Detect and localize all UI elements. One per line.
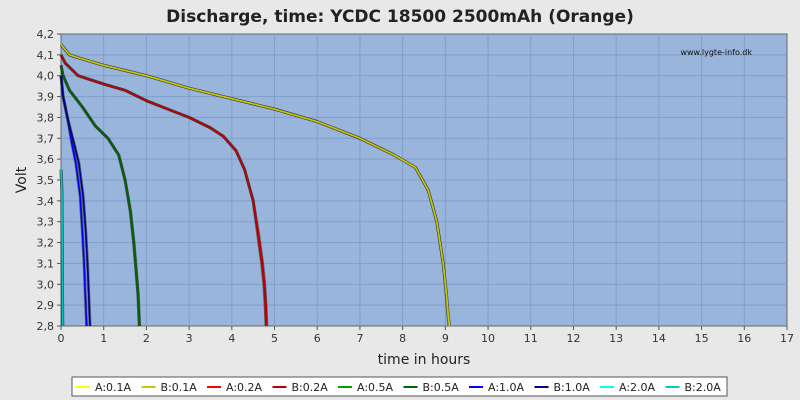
x-tick-label: 0 bbox=[58, 332, 65, 345]
legend-label: A:2.0A bbox=[619, 381, 656, 394]
grid-lines bbox=[61, 34, 787, 326]
y-tick-label: 3,9 bbox=[37, 91, 55, 104]
y-tick-label: 4,0 bbox=[37, 70, 55, 83]
x-tick-label: 3 bbox=[186, 332, 193, 345]
x-tick-label: 11 bbox=[524, 332, 538, 345]
x-tick-label: 16 bbox=[737, 332, 751, 345]
x-tick-label: 8 bbox=[399, 332, 406, 345]
x-tick-label: 17 bbox=[780, 332, 794, 345]
legend-label: A:0.2A bbox=[226, 381, 263, 394]
x-tick-label: 2 bbox=[143, 332, 150, 345]
x-tick-label: 15 bbox=[695, 332, 709, 345]
legend-label: A:0.5A bbox=[357, 381, 394, 394]
y-tick-label: 4,2 bbox=[37, 28, 55, 41]
x-tick-label: 9 bbox=[442, 332, 449, 345]
series-line-b-0-2a bbox=[60, 54, 268, 327]
series-line-b-0-5a bbox=[60, 65, 141, 327]
x-tick-label: 1 bbox=[100, 332, 107, 345]
x-tick-label: 5 bbox=[271, 332, 278, 345]
y-tick-label: 4,1 bbox=[37, 49, 55, 62]
y-tick-label: 3,7 bbox=[37, 132, 55, 145]
series-line-b-2-0a bbox=[60, 169, 64, 327]
y-tick-label: 3,3 bbox=[37, 216, 55, 229]
y-tick-label: 3,4 bbox=[37, 195, 55, 208]
chart-title: Discharge, time: YCDC 18500 2500mAh (Ora… bbox=[166, 7, 634, 27]
legend: A:0.1A B:0.1A A:0.2A B:0.2A A:0.5A B:0.5A A:1.… bbox=[76, 381, 721, 394]
y-axis-label: Volt bbox=[14, 166, 30, 193]
x-tick-label: 6 bbox=[314, 332, 321, 345]
y-tick-label: 3,2 bbox=[37, 237, 55, 250]
x-tick-label: 4 bbox=[228, 332, 235, 345]
legend-label: B:0.5A bbox=[423, 381, 460, 394]
x-tick-label: 7 bbox=[356, 332, 363, 345]
x-tick-label: 14 bbox=[652, 332, 666, 345]
x-tick-label: 10 bbox=[481, 332, 495, 345]
y-tick-label: 3,5 bbox=[37, 174, 55, 187]
y-tick-label: 3,6 bbox=[37, 153, 55, 166]
y-tick-label: 3,8 bbox=[37, 111, 55, 124]
y-axis-ticks: 2,8 2,9 3,0 3,1 3,2 3,3 3,4 3,5 3,6 3,7 3,8 3,9 4,0 4… bbox=[37, 28, 61, 333]
series-line-b-1-0a bbox=[60, 75, 91, 327]
watermark: www.lygte-info.dk bbox=[680, 48, 752, 57]
legend-label: B:0.2A bbox=[292, 381, 329, 394]
legend-box bbox=[71, 376, 728, 397]
x-axis-label: time in hours bbox=[378, 352, 471, 368]
y-tick-label: 3,0 bbox=[37, 278, 55, 291]
series-lines bbox=[59, 43, 452, 327]
y-tick-label: 2,9 bbox=[37, 299, 55, 312]
y-tick-label: 3,1 bbox=[37, 257, 55, 270]
legend-label: B:0.1A bbox=[161, 381, 198, 394]
legend-label: B:2.0A bbox=[685, 381, 722, 394]
legend-label: B:1.0A bbox=[554, 381, 591, 394]
x-tick-label: 12 bbox=[566, 332, 580, 345]
legend-label: A:0.1A bbox=[95, 381, 132, 394]
y-tick-label: 2,8 bbox=[37, 320, 55, 333]
x-axis-ticks: 0 1 2 3 4 5 6 7 8 9 10 11 12 13 14 15 16 17 bbox=[58, 326, 794, 345]
x-tick-label: 13 bbox=[609, 332, 623, 345]
legend-label: A:1.0A bbox=[488, 381, 525, 394]
series-line-b-0-1a bbox=[60, 43, 451, 327]
